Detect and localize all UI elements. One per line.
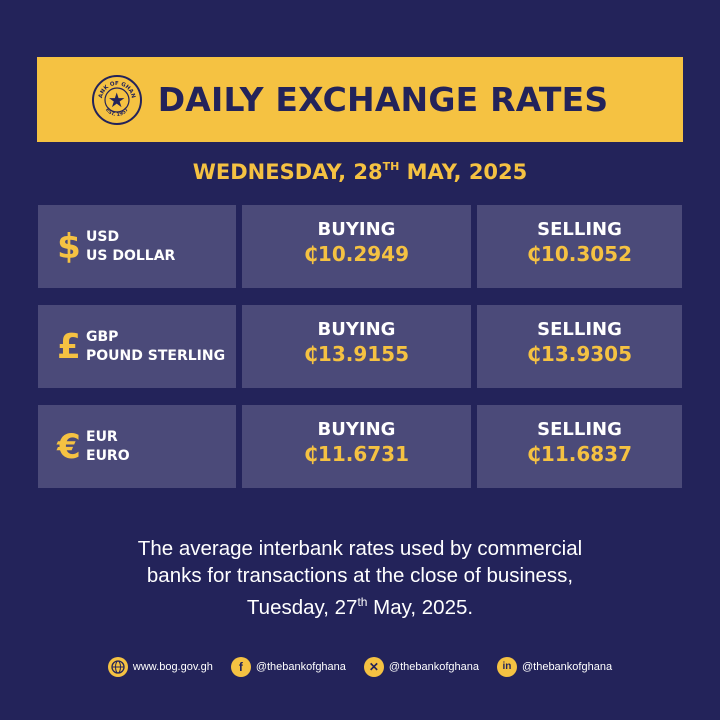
buying-label: BUYING: [317, 419, 396, 440]
date-prefix: WEDNESDAY, 28: [192, 160, 383, 184]
bank-of-ghana-seal-logo: BANK OF GHANA EST. 1957 ★: [91, 74, 142, 125]
x-link[interactable]: ✕ @thebankofghana: [363, 657, 479, 677]
date-suffix: MAY, 2025: [399, 160, 528, 184]
x-handle: @thebankofghana: [388, 661, 479, 673]
rate-date: WEDNESDAY, 28TH MAY, 2025: [0, 160, 720, 184]
star-icon: ★: [107, 87, 126, 112]
buying-rate: ₵13.9155: [303, 342, 409, 366]
pound-icon: £: [57, 326, 81, 367]
globe-icon: [107, 657, 128, 677]
buying-label: BUYING: [317, 319, 396, 340]
selling-cell-gbp: SELLING ₵13.9305: [477, 305, 682, 388]
footnote-date-prefix: Tuesday, 27: [246, 596, 358, 619]
footnote-date-superscript: th: [357, 595, 368, 609]
dollar-icon: $: [57, 226, 81, 267]
seal-text-bottom: EST. 1957: [104, 106, 130, 117]
svg-text:EST. 1957: EST. 1957: [104, 106, 130, 117]
selling-rate: ₵11.6837: [526, 442, 632, 466]
footnote-date-suffix: May, 2025.: [367, 596, 474, 619]
selling-label: SELLING: [537, 319, 622, 340]
currency-name: POUND STERLING: [86, 347, 226, 364]
facebook-handle: @thebankofghana: [255, 661, 346, 673]
buying-cell-gbp: BUYING ₵13.9155: [242, 305, 471, 388]
currency-code: EUR: [86, 428, 118, 445]
selling-cell-eur: SELLING ₵11.6837: [477, 405, 682, 488]
social-footer: www.bog.gov.gh f @thebankofghana ✕ @theb…: [0, 657, 720, 677]
buying-cell-usd: BUYING ₵10.2949: [242, 205, 471, 288]
selling-rate: ₵10.3052: [526, 242, 632, 266]
selling-cell-usd: SELLING ₵10.3052: [477, 205, 682, 288]
linkedin-handle: @thebankofghana: [521, 661, 613, 673]
currency-cell-eur: € EUR EURO: [38, 405, 236, 488]
currency-code: GBP: [86, 328, 119, 345]
linkedin-icon: in: [496, 657, 517, 677]
footnote-line-1: The average interbank rates used by comm…: [137, 537, 583, 560]
currency-cell-usd: $ USD US DOLLAR: [38, 205, 236, 288]
buying-rate: ₵10.2949: [303, 242, 409, 266]
currency-code: USD: [86, 228, 120, 245]
facebook-icon: f: [230, 657, 251, 677]
euro-icon: €: [57, 426, 81, 467]
selling-label: SELLING: [537, 219, 622, 240]
page-title: DAILY EXCHANGE RATES: [157, 80, 609, 119]
linkedin-link[interactable]: in @thebankofghana: [496, 657, 613, 677]
date-superscript: TH: [382, 160, 400, 173]
website-text: www.bog.gov.gh: [132, 661, 213, 673]
rates-footnote: The average interbank rates used by comm…: [60, 535, 660, 621]
footnote-line-3: Tuesday, 27th May, 2025.: [60, 589, 660, 621]
buying-label: BUYING: [317, 219, 396, 240]
footnote-line-2: banks for transactions at the close of b…: [146, 564, 574, 587]
buying-cell-eur: BUYING ₵11.6731: [242, 405, 471, 488]
selling-label: SELLING: [537, 419, 622, 440]
currency-name: US DOLLAR: [86, 247, 176, 264]
currency-cell-gbp: £ GBP POUND STERLING: [38, 305, 236, 388]
website-link[interactable]: www.bog.gov.gh: [107, 657, 213, 677]
currency-name: EURO: [86, 447, 130, 464]
selling-rate: ₵13.9305: [526, 342, 632, 366]
facebook-link[interactable]: f @thebankofghana: [230, 657, 346, 677]
x-icon: ✕: [363, 657, 384, 677]
title-banner: BANK OF GHANA EST. 1957 ★ DAILY EXCHANGE…: [37, 57, 683, 142]
buying-rate: ₵11.6731: [303, 442, 409, 466]
